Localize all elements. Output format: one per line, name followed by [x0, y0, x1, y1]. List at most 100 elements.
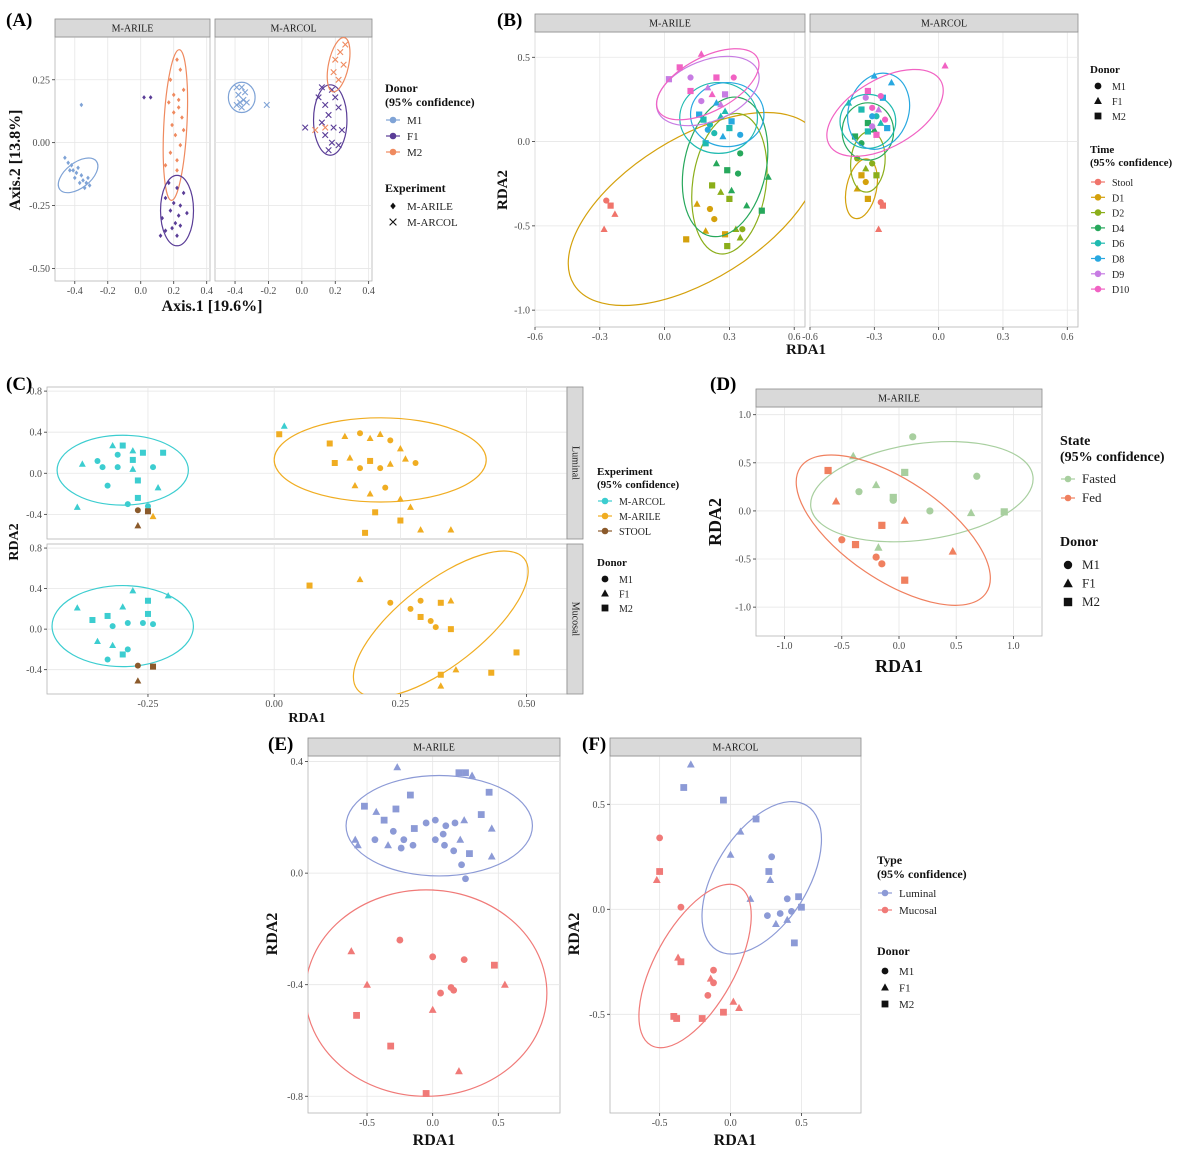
data-point-d8 [870, 72, 878, 79]
facet-label: M-ARCOL [921, 19, 967, 30]
legend-key-shape [881, 1000, 889, 1008]
data-point-luminal [752, 815, 760, 823]
data-point-m1-stroke [236, 99, 244, 106]
legend-key-dot [601, 497, 609, 505]
panel-f-legend-type: Type(95% confidence) Luminal Mucosal [877, 853, 967, 917]
data-point-m-arcol [119, 442, 126, 449]
legend-key-dot [601, 512, 609, 520]
legend-key-shape [881, 967, 889, 975]
data-point-d6 [864, 128, 871, 135]
data-point-luminal [736, 827, 745, 835]
data-point-m-arile [417, 597, 424, 604]
data-point-d9 [721, 91, 729, 98]
data-point-d9 [875, 105, 883, 113]
data-point-f1 [335, 104, 342, 111]
data-point-luminal [798, 903, 805, 911]
panel-b-facet-2: M-ARCOL -0.6 -0.3 0.0 0.3 0.6 [802, 13, 1079, 343]
data-point-m-arcol [104, 612, 111, 619]
data-point-f1 [328, 139, 336, 146]
data-point-stool [611, 210, 619, 217]
data-point-m1 [63, 155, 67, 161]
y-tick-label: 0.25 [33, 75, 51, 86]
legend-item-label: D10 [1112, 285, 1129, 296]
data-point-luminal [455, 769, 463, 777]
legend-item-label: D6 [1112, 239, 1124, 250]
data-point-f1 [330, 124, 337, 131]
legend-item-label: M1 [407, 115, 422, 127]
data-point-luminal [466, 850, 473, 858]
y-tick-label: -0.50 [29, 264, 50, 275]
data-point-m1 [238, 84, 245, 91]
data-point-mucosal [437, 989, 444, 997]
legend-item-label: M-ARCOL [619, 497, 665, 508]
data-point-f1 [170, 225, 174, 231]
data-point-m-arile [447, 597, 455, 604]
data-point-d2 [709, 182, 716, 189]
panel-a-facet-2: M-ARCOL -0.4 -0.2 0.0 0.2 0.4 [214, 18, 375, 297]
data-point-mucosal [698, 1015, 706, 1022]
data-point-luminal [487, 824, 496, 832]
legend-item-label: Stool [1112, 178, 1133, 189]
confidence-ellipse-m-arcol [51, 584, 195, 668]
legend-item-label: D1 [1112, 193, 1124, 204]
data-point-m-arcol [139, 620, 146, 627]
panel-a-facet-1: M-ARILE -0.4 -0.2 0.0 0.2 0.4 0.25 0.00 -0.25 -0.… [29, 18, 213, 297]
data-point-m-arcol [144, 597, 151, 604]
facet-label: Mucosal [570, 602, 581, 637]
legend-key-dot [389, 148, 397, 156]
data-point-f1 [178, 223, 183, 228]
data-point-luminal [406, 791, 414, 799]
data-point-m1 [68, 168, 72, 173]
facet-label: Luminal [570, 446, 581, 480]
legend-key-shape [601, 575, 609, 583]
legend-item-label: F1 [407, 131, 419, 143]
data-point-f1-stroke [328, 139, 336, 146]
data-point-f1 [318, 119, 326, 126]
x-tick-label: 0.5 [492, 1118, 505, 1129]
data-point-f1-stroke [315, 94, 322, 101]
x-axis-title: RDA1 [875, 656, 923, 676]
data-point-m2 [178, 142, 183, 148]
data-point-m2-stroke [337, 48, 344, 56]
data-point-m-arile [397, 517, 404, 524]
x-tick-label: 0.0 [658, 332, 671, 343]
data-point-m-arcol [280, 422, 288, 429]
data-point-stool [603, 197, 610, 204]
data-point-m-arcol [150, 621, 157, 628]
panel-d-legend-donor: Donor M1 F1 M2 [1060, 535, 1100, 609]
data-point-m-arcol [78, 460, 86, 467]
panel-b-facet-1: M-ARILE -0.6 -0.3 0.0 0.3 0.6 0.5 0.0 -0.5 -1.0 [514, 13, 806, 343]
confidence-ellipse-d6 [679, 81, 759, 154]
legend-item-label: D8 [1112, 255, 1124, 266]
data-point-f1-stroke [322, 101, 329, 109]
confidence-ellipse-d8 [847, 72, 911, 150]
data-point-m-arile [437, 682, 445, 689]
y-tick-label: 0.5 [518, 53, 531, 64]
data-point-fasted [889, 496, 897, 504]
data-point-m1 [241, 89, 249, 96]
legend-item-label: F1 [1082, 576, 1096, 591]
confidence-ellipse-m1 [227, 81, 256, 114]
data-point-fed [851, 540, 860, 549]
data-point-f1-stroke [318, 84, 326, 91]
data-point-d1 [693, 200, 701, 207]
panel-tag: (A) [6, 10, 32, 31]
data-point-d4 [724, 167, 731, 174]
panel-c-facet-mucosal-plot-area [46, 543, 568, 695]
data-point-d8 [728, 118, 735, 125]
data-point-m-arile [387, 437, 394, 444]
data-point-f1-stroke [322, 131, 329, 139]
legend-item-label: M2 [407, 147, 422, 159]
data-point-m2 [181, 87, 186, 93]
data-point-f1 [318, 84, 326, 91]
data-point-m-arcol [114, 451, 121, 458]
data-point-f1-stroke [325, 111, 332, 119]
facet-strip [534, 13, 806, 33]
data-point-luminal [788, 908, 795, 915]
data-point-d2 [739, 226, 746, 233]
data-point-m1 [74, 170, 79, 176]
legend-item-label: M1 [1112, 82, 1126, 93]
data-point-mucosal [652, 875, 661, 883]
facet-label: M-ARILE [878, 394, 920, 405]
data-point-m-arile [326, 440, 333, 447]
